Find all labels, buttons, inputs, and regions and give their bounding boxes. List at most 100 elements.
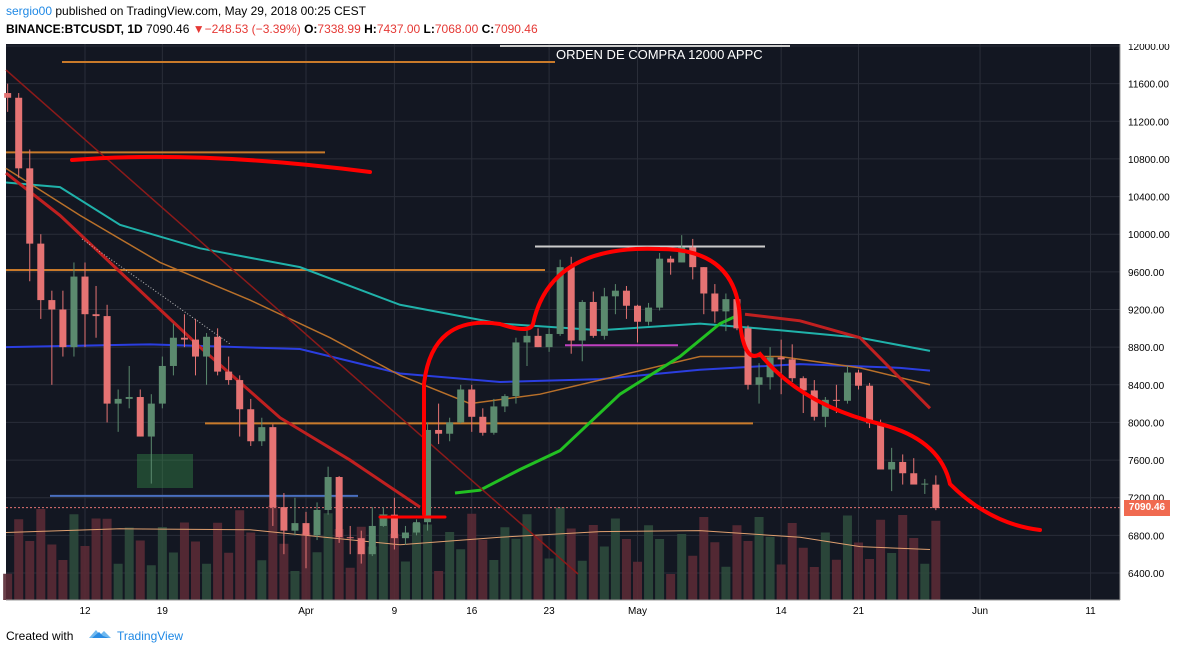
candle-body: [357, 538, 365, 555]
low-label: L:: [423, 22, 435, 36]
volume-bar: [80, 546, 90, 600]
ma-volume: [5, 528, 931, 550]
volume-bar: [588, 525, 598, 600]
candle-body: [523, 335, 531, 343]
price-tick-label: 8000.00: [1128, 418, 1165, 429]
candle-body: [114, 398, 122, 404]
high-value: 7437.00: [376, 22, 421, 36]
candle-body: [622, 290, 630, 306]
candle-body: [413, 522, 420, 533]
footer: Created with TradingView: [0, 618, 1184, 655]
volume-bar: [191, 541, 200, 600]
volume-bar: [323, 513, 333, 600]
candle-body: [136, 397, 144, 437]
price-tick-label: 10400.00: [1128, 193, 1170, 204]
volume-bar: [345, 567, 355, 600]
candle-body: [236, 380, 244, 410]
price-tick-label: 10000.00: [1128, 230, 1170, 241]
volume-bar: [25, 541, 35, 600]
volume-bar: [157, 527, 167, 600]
volume-bar: [36, 509, 46, 600]
candle-body: [866, 385, 874, 424]
volume-bar: [412, 523, 421, 600]
candle-body: [490, 406, 498, 433]
candle-body: [656, 258, 664, 308]
volume-bar: [876, 519, 886, 600]
volume-bar: [820, 532, 830, 600]
volume-bar: [58, 560, 68, 600]
candle-body: [192, 339, 199, 357]
price-tick-label: 11200.00: [1128, 117, 1169, 128]
candle-body: [667, 258, 675, 263]
volume-bar: [213, 522, 223, 600]
close-label: C:: [481, 22, 495, 36]
volume-bar: [776, 564, 786, 600]
volume-bar: [732, 525, 742, 600]
order-annotation: ORDEN DE COMPRA 12000 APPC: [556, 47, 763, 62]
candle-body: [59, 309, 67, 348]
volume-bar: [743, 541, 753, 600]
volume-bar: [246, 532, 256, 600]
ma-cyan: [5, 181, 931, 352]
volume-bar: [367, 546, 377, 600]
close-value: 7090.46: [494, 22, 538, 36]
candle-body: [755, 377, 763, 385]
volume-bar: [47, 544, 57, 600]
candle-body: [379, 514, 387, 526]
volume-bar: [688, 555, 698, 600]
volume-bar: [279, 543, 289, 600]
time-tick-label: 23: [544, 606, 556, 617]
candle-body: [788, 359, 796, 379]
volume-bar: [721, 566, 731, 600]
candle-body: [203, 336, 211, 357]
candle-body: [302, 523, 310, 536]
volume-bar: [91, 518, 101, 600]
volume-bar: [14, 519, 24, 600]
tradingview-link[interactable]: TradingView: [117, 629, 184, 643]
volume-bar: [235, 510, 245, 600]
volume-bar: [423, 524, 433, 600]
candle-body: [214, 336, 222, 372]
candle-body: [689, 247, 697, 268]
time-axis[interactable]: [6, 600, 1120, 618]
volume-bar: [842, 515, 852, 600]
chart-header: sergio00 published on TradingView.com, M…: [0, 0, 1184, 44]
volume-bar: [334, 529, 344, 600]
candle-body: [479, 416, 487, 433]
volume-bar: [577, 560, 587, 600]
volume-bar: [378, 514, 388, 600]
candle-body: [634, 305, 641, 322]
candle-body: [910, 473, 918, 485]
candle-body: [556, 267, 564, 334]
volume-bar: [666, 574, 676, 600]
buy-zone-box: [137, 454, 193, 488]
candle-body: [545, 333, 553, 348]
volume-bar: [644, 525, 654, 600]
candle-body: [81, 276, 89, 315]
candle-body: [733, 299, 741, 329]
created-with-label: Created with: [6, 629, 74, 643]
symbol-label: BINANCE:BTCUSDT, 1D: [6, 22, 143, 36]
volume-bar: [290, 571, 300, 600]
time-tick-label: 16: [466, 606, 478, 617]
open-label: O:: [304, 22, 318, 36]
last-price-badge: 7090.46: [1124, 500, 1170, 516]
dotted-trendline: [81, 238, 231, 345]
volume-bar: [831, 559, 841, 600]
volume-bar: [168, 552, 178, 600]
volume-bar: [102, 518, 112, 600]
time-tick-label: 21: [853, 606, 865, 617]
candle-body: [821, 399, 829, 417]
price-chart[interactable]: ORDEN DE COMPRA 12000 APPC 6400.00 6800.0…: [0, 44, 1184, 618]
volume-bar: [633, 561, 642, 600]
volume-bar: [224, 552, 234, 600]
candle-body: [280, 507, 288, 531]
ma-green: [454, 312, 741, 495]
candle-body: [313, 509, 321, 536]
moving-averages: [5, 69, 932, 575]
volume-bar: [268, 505, 278, 600]
candle-body: [921, 483, 929, 485]
author-link[interactable]: sergio00: [6, 4, 53, 18]
volume-bar: [566, 528, 576, 600]
candle-body: [225, 371, 233, 381]
